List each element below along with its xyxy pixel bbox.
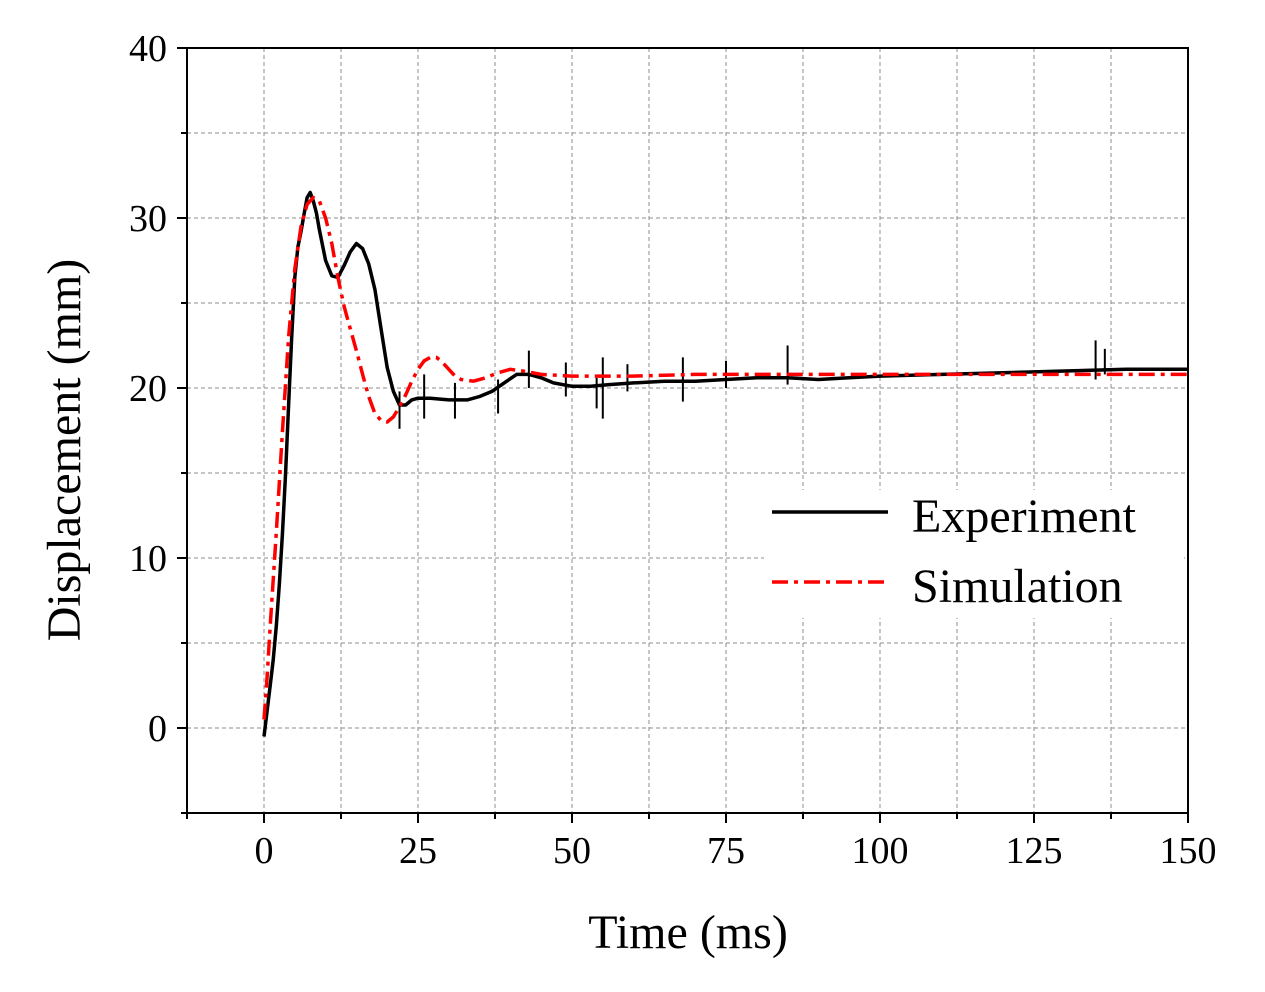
series-line-simulation	[262, 195, 1188, 720]
tick-labels: 0 25 50 75 100 125 150 0 10 20 30 40	[129, 28, 1217, 872]
x-tick-label: 100	[852, 830, 909, 872]
x-tick-label: 25	[399, 830, 437, 872]
legend-label-experiment: Experiment	[912, 490, 1137, 543]
series-layer	[262, 190, 1188, 737]
y-tick-label: 20	[129, 368, 167, 410]
plot-frame	[186, 47, 1189, 814]
y-tick-label: 40	[129, 28, 167, 70]
legend: Experiment Simulation	[764, 490, 1184, 618]
x-tick-label: 0	[255, 830, 274, 872]
y-tick-label: 10	[129, 538, 167, 580]
y-tick-label: 0	[148, 708, 167, 750]
legend-label-simulation: Simulation	[912, 560, 1123, 613]
x-tick-label: 50	[553, 830, 591, 872]
x-tick-label: 150	[1160, 830, 1217, 872]
x-tick-label: 125	[1006, 830, 1063, 872]
x-axis-title: Time (ms)	[588, 906, 788, 959]
y-axis-title: Displacement (mm)	[38, 259, 91, 642]
x-tick-label: 75	[707, 830, 745, 872]
axis-ticks	[177, 47, 1189, 823]
y-tick-label: 30	[129, 198, 167, 240]
